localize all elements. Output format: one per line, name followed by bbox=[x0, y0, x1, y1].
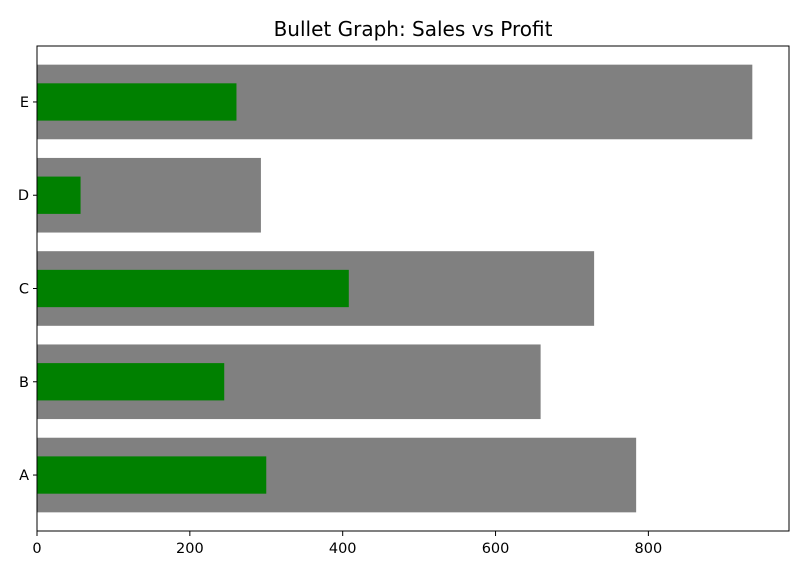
profit-bar-A bbox=[37, 456, 267, 494]
profit-bar-B bbox=[37, 363, 225, 401]
plot-area bbox=[37, 64, 753, 513]
y-tick-label-D: D bbox=[18, 188, 29, 204]
x-tick-label-400: 400 bbox=[329, 541, 357, 557]
x-tick-label-600: 600 bbox=[482, 541, 510, 557]
profit-bar-D bbox=[37, 176, 81, 214]
y-tick-label-E: E bbox=[20, 95, 29, 111]
x-tick-label-200: 200 bbox=[176, 541, 204, 557]
y-tick-label-B: B bbox=[19, 375, 29, 391]
y-tick-label-A: A bbox=[19, 468, 29, 484]
x-tick-label-800: 800 bbox=[635, 541, 663, 557]
chart-title: Bullet Graph: Sales vs Profit bbox=[274, 17, 553, 41]
profit-bar-C bbox=[37, 269, 349, 308]
y-axis: A B C D E bbox=[18, 95, 37, 484]
x-axis: 0 200 400 600 800 bbox=[32, 531, 662, 557]
profit-bar-E bbox=[37, 83, 237, 121]
y-tick-label-C: C bbox=[19, 282, 29, 298]
x-tick-label-0: 0 bbox=[32, 541, 41, 557]
